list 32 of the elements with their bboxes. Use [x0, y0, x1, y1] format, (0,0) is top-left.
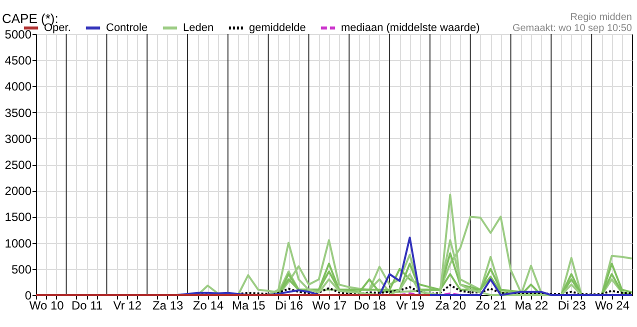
y-tick-label: 1500	[4, 210, 32, 224]
x-tick-label: Ma 22	[514, 298, 548, 312]
x-tick-label: Za 13	[152, 298, 184, 312]
y-tick-label: 0	[24, 288, 32, 302]
y-tick-label: 2500	[4, 158, 32, 172]
y-tick-label: 3000	[4, 132, 32, 146]
x-tick-label: Vr 12	[113, 298, 142, 312]
x-tick-label: Do 11	[71, 298, 103, 312]
y-tick-label: 4000	[4, 80, 32, 94]
x-tick-label: Wo 24	[595, 298, 630, 312]
legend-label: mediaan (middelste waarde)	[341, 22, 480, 34]
x-tick-label: Di 23	[558, 298, 586, 312]
x-tick-label: Wo 17	[312, 298, 348, 312]
text: Regio midden	[570, 12, 632, 23]
x-tick-label: Ma 15	[232, 298, 266, 312]
x-tick-label: Di 16	[275, 298, 304, 312]
x-tick-label: Vr 19	[396, 298, 425, 312]
text: Gemaakt: wo 10 sep 10:50	[512, 23, 632, 34]
y-tick-label: 1000	[4, 236, 32, 250]
x-tick-label: Wo 10	[29, 298, 64, 312]
y-tick-label: 500	[11, 262, 32, 276]
x-tick-label: Zo 14	[192, 298, 224, 312]
legend-label: Leden	[183, 22, 214, 34]
x-tick-label: Zo 21	[476, 298, 507, 312]
y-tick-label: 2000	[4, 184, 32, 198]
y-tick-label: 5000	[4, 28, 32, 42]
y-tick-label: 4500	[4, 54, 32, 68]
x-tick-label: Za 20	[435, 298, 466, 312]
legend-label: gemiddelde	[249, 22, 306, 34]
x-tick-label: Do 18	[354, 298, 386, 312]
legend-label: Controle	[106, 22, 148, 34]
y-tick-label: 3500	[4, 106, 32, 120]
